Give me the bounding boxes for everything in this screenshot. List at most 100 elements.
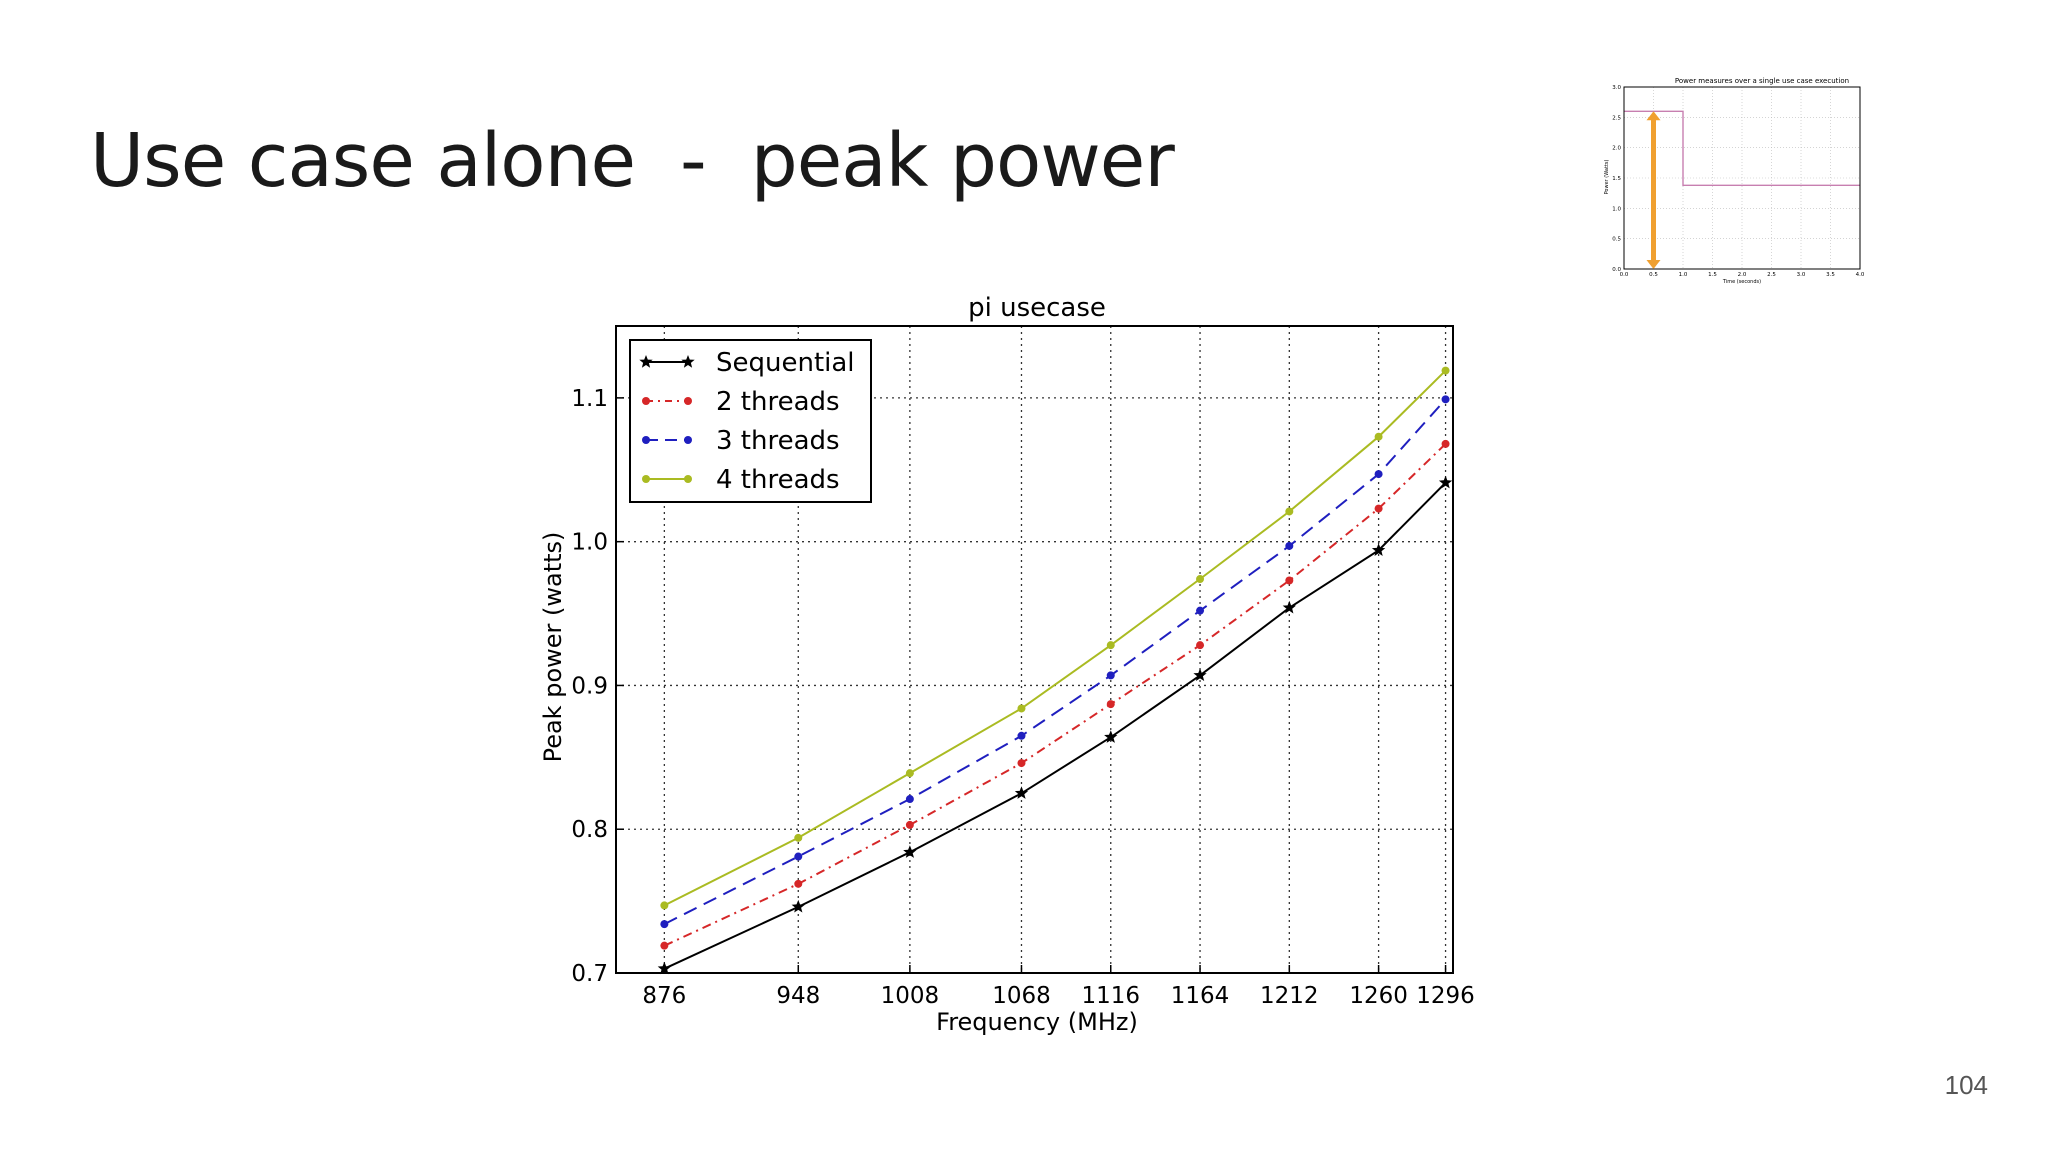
thumbnail-title: Power measures over a single use case ex…: [1675, 77, 1849, 85]
power-timeline-thumbnail: Power measures over a single use case ex…: [1600, 75, 1870, 290]
thumbnail-x-tick-label: 1.0: [1679, 272, 1688, 278]
arrow-head-up: [1646, 111, 1661, 121]
y-tick-label: 0.9: [571, 673, 608, 699]
x-tick-label: 1260: [1349, 983, 1408, 1009]
thumbnail-background: [1600, 75, 1870, 290]
series-line-0: [663, 481, 1447, 970]
tick-layer: 876 948 1008 1068 1116 1164 1212 1260 1296 0.7 0.8…: [571, 386, 1474, 1009]
legend-label: Sequential: [716, 348, 855, 378]
legend: Sequential 2 threads 3 threads 4 threads: [629, 339, 872, 503]
data-point-star: [903, 845, 917, 858]
data-point: [1017, 731, 1026, 740]
x-axis-label: Frequency (MHz): [936, 1008, 1138, 1036]
legend-marker: [684, 436, 692, 444]
legend-label: 3 threads: [716, 426, 840, 456]
thumbnail-y-tick-label: 2.5: [1612, 115, 1621, 121]
thumbnail-y-tick-label: 2.0: [1612, 146, 1621, 152]
x-tick-label: 1296: [1416, 983, 1475, 1009]
data-point: [905, 795, 914, 804]
x-tick-label: 1068: [992, 983, 1051, 1009]
data-point: [794, 833, 803, 842]
data-point-star: [1371, 543, 1386, 556]
data-point-star: [1014, 786, 1029, 799]
thumbnail-x-tick-label: 2.0: [1738, 272, 1747, 278]
data-point: [1441, 439, 1450, 448]
data-point-star: [1193, 668, 1207, 681]
legend-marker: [642, 475, 650, 483]
data-point: [660, 920, 669, 929]
thumbnail-x-axis-label: Time (seconds): [1722, 279, 1761, 285]
y-tick-label: 0.8: [571, 817, 608, 843]
legend-marker: [642, 397, 650, 405]
thumbnail-y-axis-label: Power (Watts): [1604, 160, 1610, 195]
data-point-star: [1104, 730, 1118, 743]
data-point: [794, 879, 803, 888]
thumbnail-y-tick-label: 3.0: [1612, 85, 1621, 91]
legend-marker: [639, 355, 653, 368]
data-point: [1374, 504, 1383, 513]
thumbnail-x-tick-label: 0.5: [1649, 272, 1658, 278]
data-point-star: [1282, 600, 1296, 614]
x-tick-label: 876: [642, 983, 686, 1009]
data-point: [1374, 432, 1383, 441]
data-point: [1285, 507, 1294, 516]
data-point: [1196, 575, 1205, 584]
data-point: [1106, 641, 1115, 650]
arrow-head-down: [1646, 260, 1661, 269]
thumbnail-y-tick-label: 0.5: [1612, 237, 1621, 243]
double-arrow-icon: [1646, 111, 1661, 269]
legend-marker: [642, 436, 650, 444]
data-point: [1441, 395, 1450, 404]
series-line-1: [663, 443, 1447, 947]
thumbnail-x-tick-label: 3.5: [1826, 272, 1835, 278]
x-tick-label: 1008: [881, 983, 940, 1009]
data-point: [1441, 366, 1450, 375]
thumbnail-ticks: 0.0 0.5 1.0 1.5 2.0 2.5 3.0 3.5 4.0 0.0 0.5 1.0 1.5 2…: [1612, 85, 1865, 278]
y-tick-label: 1.0: [571, 530, 608, 556]
data-point: [905, 820, 914, 829]
data-point: [1106, 671, 1115, 680]
data-point: [794, 852, 803, 861]
legend-box: [629, 339, 872, 503]
thumbnail-y-tick-label: 0.0: [1612, 267, 1621, 273]
y-tick-label: 0.7: [571, 961, 608, 987]
data-point: [1285, 576, 1294, 585]
legend-marker: [684, 397, 692, 405]
thumbnail-frame: [1623, 86, 1861, 270]
thumbnail-x-tick-label: 2.5: [1767, 272, 1776, 278]
legend-label: 4 threads: [716, 465, 840, 495]
data-point: [1196, 641, 1205, 650]
x-tick-label: 1212: [1260, 983, 1319, 1009]
plot-frame: [615, 325, 1454, 974]
legend-label: 2 threads: [716, 387, 840, 417]
legend-marker: [684, 475, 692, 483]
thumbnail-y-tick-label: 1.5: [1612, 176, 1621, 182]
data-point: [1285, 541, 1294, 550]
thumbnail-x-tick-label: 4.0: [1856, 272, 1865, 278]
page-number: 104: [1944, 1070, 1988, 1100]
x-tick-label: 948: [776, 983, 820, 1009]
x-tick-label: 1164: [1171, 983, 1230, 1009]
data-point: [1196, 606, 1205, 615]
series-layer: [657, 366, 1453, 975]
thumbnail-x-tick-label: 0.0: [1620, 272, 1629, 278]
data-point: [1017, 759, 1026, 768]
chart-title: pi usecase: [968, 293, 1106, 323]
thumbnail-x-tick-label: 1.5: [1708, 272, 1717, 278]
data-point: [1106, 700, 1115, 709]
legend-marker: [681, 355, 695, 368]
data-point: [660, 941, 669, 950]
y-tick-label: 1.1: [571, 386, 608, 412]
data-point: [905, 769, 914, 778]
thumbnail-y-tick-label: 1.0: [1612, 206, 1621, 212]
y-axis-label: Peak power (watts): [539, 532, 567, 763]
data-point-star: [1438, 475, 1453, 489]
x-tick-label: 1116: [1081, 983, 1140, 1009]
data-point-star: [791, 899, 805, 913]
thumbnail-x-tick-label: 3.0: [1797, 272, 1806, 278]
data-point: [1017, 704, 1026, 713]
slide-title: Use case alone - peak power: [90, 118, 1175, 204]
data-point: [1374, 470, 1383, 479]
data-point: [660, 901, 669, 910]
